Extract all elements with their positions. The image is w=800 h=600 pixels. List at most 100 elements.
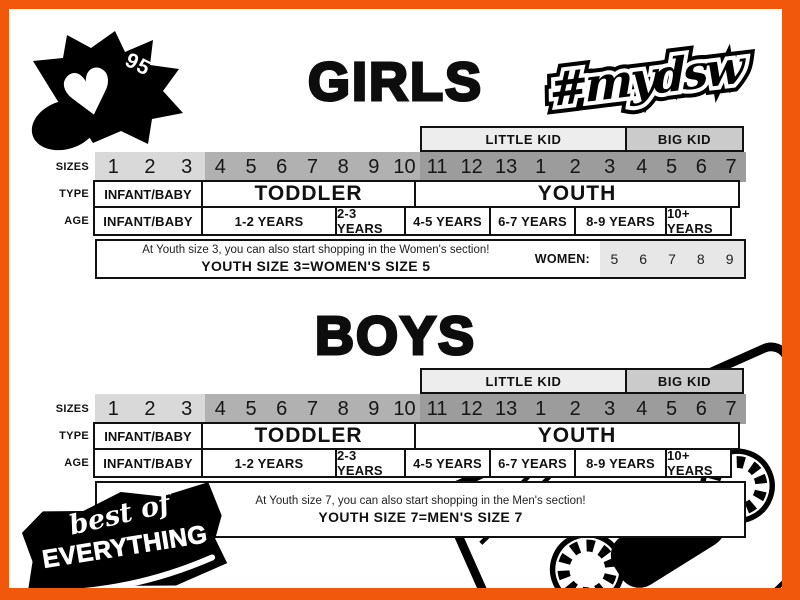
age-cell: 1-2 YEARS xyxy=(201,206,337,236)
size-cell: 12 xyxy=(454,152,489,182)
size-cell: 1 xyxy=(523,152,558,182)
kid-category-row: LITTLE KID BIG KID xyxy=(9,126,746,152)
women-size-value: 7 xyxy=(668,251,676,267)
kid-category-little-kid: LITTLE KID xyxy=(420,126,627,152)
size-cell: 12 xyxy=(454,394,489,424)
women-size-value: 9 xyxy=(725,251,734,267)
size-cell: 9 xyxy=(358,394,390,424)
girls-note-box: At Youth size 3, you can also start shop… xyxy=(95,239,746,279)
type-cell: TODDLER xyxy=(201,180,416,208)
row-label-spacer xyxy=(9,368,95,394)
size-cell: 1 xyxy=(95,152,132,182)
hashtag-text: #mydsw xyxy=(549,39,743,118)
size-cell: 5 xyxy=(235,152,267,182)
size-cell: 2 xyxy=(131,394,169,424)
size-cell: 6 xyxy=(686,152,717,182)
age-cell: 4-5 YEARS xyxy=(404,206,491,236)
size-cell: 3 xyxy=(592,394,627,424)
size-cell: 10 xyxy=(389,152,420,182)
age-row-label: AGE xyxy=(64,215,89,227)
girls-note-line1: At Youth size 3, you can also start shop… xyxy=(142,244,490,256)
women-size-value: 8 xyxy=(696,251,705,267)
size-cell: 8 xyxy=(327,152,359,182)
boys-note-line1: At Youth size 7, you can also start shop… xyxy=(255,494,586,507)
girls-note-text: At Youth size 3, you can also start shop… xyxy=(97,241,535,277)
women-label: WOMEN: xyxy=(534,252,590,266)
size-cell: 5 xyxy=(656,152,687,182)
sizes-row-label: SIZES xyxy=(55,161,89,173)
size-cell: 6 xyxy=(266,394,298,424)
girls-note-line2: YOUTH SIZE 3=WOMEN'S SIZE 5 xyxy=(201,258,431,274)
size-cell: 10 xyxy=(389,394,420,424)
size-cell: 2 xyxy=(131,152,169,182)
size-cell: 1 xyxy=(523,394,558,424)
sizes-row-label: SIZES xyxy=(55,403,89,415)
type-row-label: TYPE xyxy=(59,430,89,442)
age-cell: 8-9 YEARS xyxy=(574,206,667,236)
size-cell: 7 xyxy=(716,394,746,424)
women-size-value: 5 xyxy=(610,251,619,267)
size-cell: 13 xyxy=(488,152,524,182)
kid-category-row: LITTLE KID BIG KID xyxy=(9,368,746,394)
size-cell: 2 xyxy=(557,152,593,182)
women-size-value: 6 xyxy=(639,251,648,267)
size-cell: 3 xyxy=(168,152,205,182)
girls-section-title: GIRLS xyxy=(306,51,483,114)
girls-size-chart: LITTLE KID BIG KID SIZES 1 2 3 4 5 6 7 8 9 10 11 12 13 1… xyxy=(9,126,746,279)
size-cell: 3 xyxy=(168,394,205,424)
age-cell: INFANT/BABY xyxy=(93,448,203,478)
age-cell: 6-7 YEARS xyxy=(489,448,576,478)
type-cell: YOUTH xyxy=(414,180,740,208)
size-cell: 7 xyxy=(297,152,328,182)
size-cell: 1 xyxy=(95,394,132,424)
size-cell: 6 xyxy=(686,394,717,424)
type-cell: INFANT/BABY xyxy=(93,180,203,208)
type-row-label: TYPE xyxy=(59,188,89,200)
size-cell: 4 xyxy=(204,394,236,424)
women-sizes-strip: 5 6 7 8 9 xyxy=(600,241,744,277)
size-cell: 4 xyxy=(626,152,657,182)
age-cell: 1-2 YEARS xyxy=(201,448,337,478)
size-cell: 8 xyxy=(327,394,359,424)
sizes-row: SIZES 1 2 3 4 5 6 7 8 9 10 11 12 13 1 2 3 4 5 6 7 xyxy=(9,152,746,182)
size-cell: 11 xyxy=(419,394,455,424)
size-cell: 5 xyxy=(656,394,687,424)
sizes-row: SIZES 1 2 3 4 5 6 7 8 9 10 11 12 13 1 2 3 4 5 6 7 xyxy=(9,394,746,424)
size-cell: 4 xyxy=(626,394,657,424)
size-cell: 6 xyxy=(266,152,298,182)
category-spacer xyxy=(95,368,420,394)
splat-shape xyxy=(31,31,183,151)
type-cell: TODDLER xyxy=(201,422,416,450)
age-cell: 10+ YEARS xyxy=(665,206,732,236)
age-cell: INFANT/BABY xyxy=(93,206,203,236)
age-cell: 8-9 YEARS xyxy=(574,448,667,478)
type-row: TYPE INFANT/BABY TODDLER YOUTH xyxy=(9,422,746,450)
size-cell: 7 xyxy=(297,394,328,424)
size-cell: 3 xyxy=(592,152,627,182)
type-cell: INFANT/BABY xyxy=(93,422,203,450)
size-cell: 13 xyxy=(488,394,524,424)
kid-category-little-kid: LITTLE KID xyxy=(420,368,627,394)
age-cell: 4-5 YEARS xyxy=(404,448,491,478)
type-cell: YOUTH xyxy=(414,422,740,450)
age-row: AGE INFANT/BABY 1-2 YEARS 2-3 YEARS 4-5 YEAR… xyxy=(9,206,746,236)
boys-note-line2: YOUTH SIZE 7=MEN'S SIZE 7 xyxy=(318,508,523,525)
size-cell: 11 xyxy=(419,152,455,182)
age-cell: 6-7 YEARS xyxy=(489,206,576,236)
age-cell: 10+ YEARS xyxy=(665,448,732,478)
size-cell: 2 xyxy=(557,394,593,424)
type-row: TYPE INFANT/BABY TODDLER YOUTH xyxy=(9,180,746,208)
age-row-label: AGE xyxy=(64,457,89,469)
size-cell: 9 xyxy=(358,152,390,182)
kid-category-big-kid: BIG KID xyxy=(625,126,744,152)
size-cell: 4 xyxy=(204,152,236,182)
likes-sticker: ♥ 95 xyxy=(27,29,207,154)
kid-category-big-kid: BIG KID xyxy=(625,368,744,394)
age-row: AGE INFANT/BABY 1-2 YEARS 2-3 YEARS 4-5 YEAR… xyxy=(9,448,746,478)
best-of-everything-sticker: best of EVERYTHING xyxy=(9,471,239,588)
boys-section-title: BOYS xyxy=(313,305,477,368)
size-cell: 5 xyxy=(235,394,267,424)
best-of-shape xyxy=(21,482,228,588)
age-cell: 2-3 YEARS xyxy=(335,206,406,236)
